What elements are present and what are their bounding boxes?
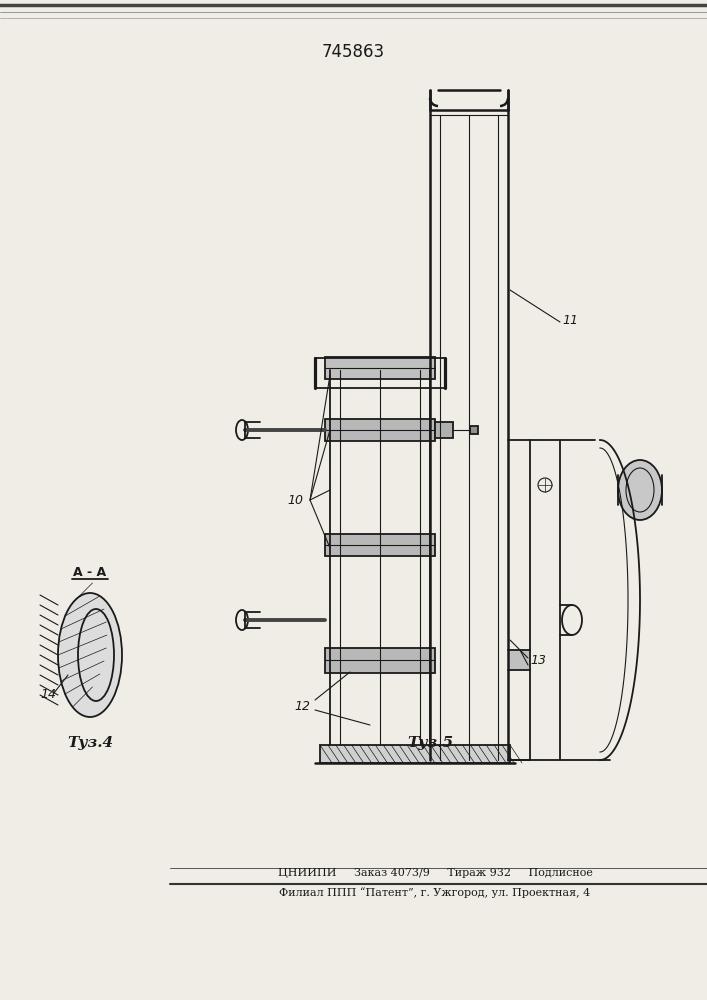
Bar	[508, 650, 530, 670]
Bar	[435, 422, 453, 438]
Bar	[325, 357, 435, 379]
Bar	[325, 648, 435, 673]
Bar	[320, 745, 510, 763]
Bar	[470, 426, 478, 434]
Text: 745863: 745863	[322, 43, 385, 61]
Text: 13: 13	[530, 654, 546, 666]
Text: 12: 12	[294, 700, 310, 712]
Text: 10: 10	[287, 493, 303, 506]
Text: 14: 14	[40, 688, 56, 702]
Text: Τуз.5: Τуз.5	[407, 736, 453, 750]
Bar	[325, 648, 435, 673]
Bar	[320, 745, 510, 763]
Bar	[325, 357, 435, 379]
Bar	[325, 534, 435, 556]
Ellipse shape	[618, 460, 662, 520]
Text: ЦНИИПИ     Заказ 4073/9     Тираж 932     Подлисное: ЦНИИПИ Заказ 4073/9 Тираж 932 Подлисное	[278, 868, 592, 878]
Ellipse shape	[236, 610, 248, 630]
Text: A - A: A - A	[74, 566, 107, 580]
Bar	[325, 419, 435, 441]
Ellipse shape	[562, 605, 582, 635]
Ellipse shape	[236, 420, 248, 440]
Ellipse shape	[58, 593, 122, 717]
Text: 11: 11	[562, 314, 578, 326]
Bar	[325, 534, 435, 556]
Text: Филиал ППП “Патент”, г. Ужгород, ул. Проектная, 4: Филиал ППП “Патент”, г. Ужгород, ул. Про…	[279, 888, 590, 898]
Text: Τуз.4: Τуз.4	[67, 736, 113, 750]
Bar	[325, 419, 435, 441]
